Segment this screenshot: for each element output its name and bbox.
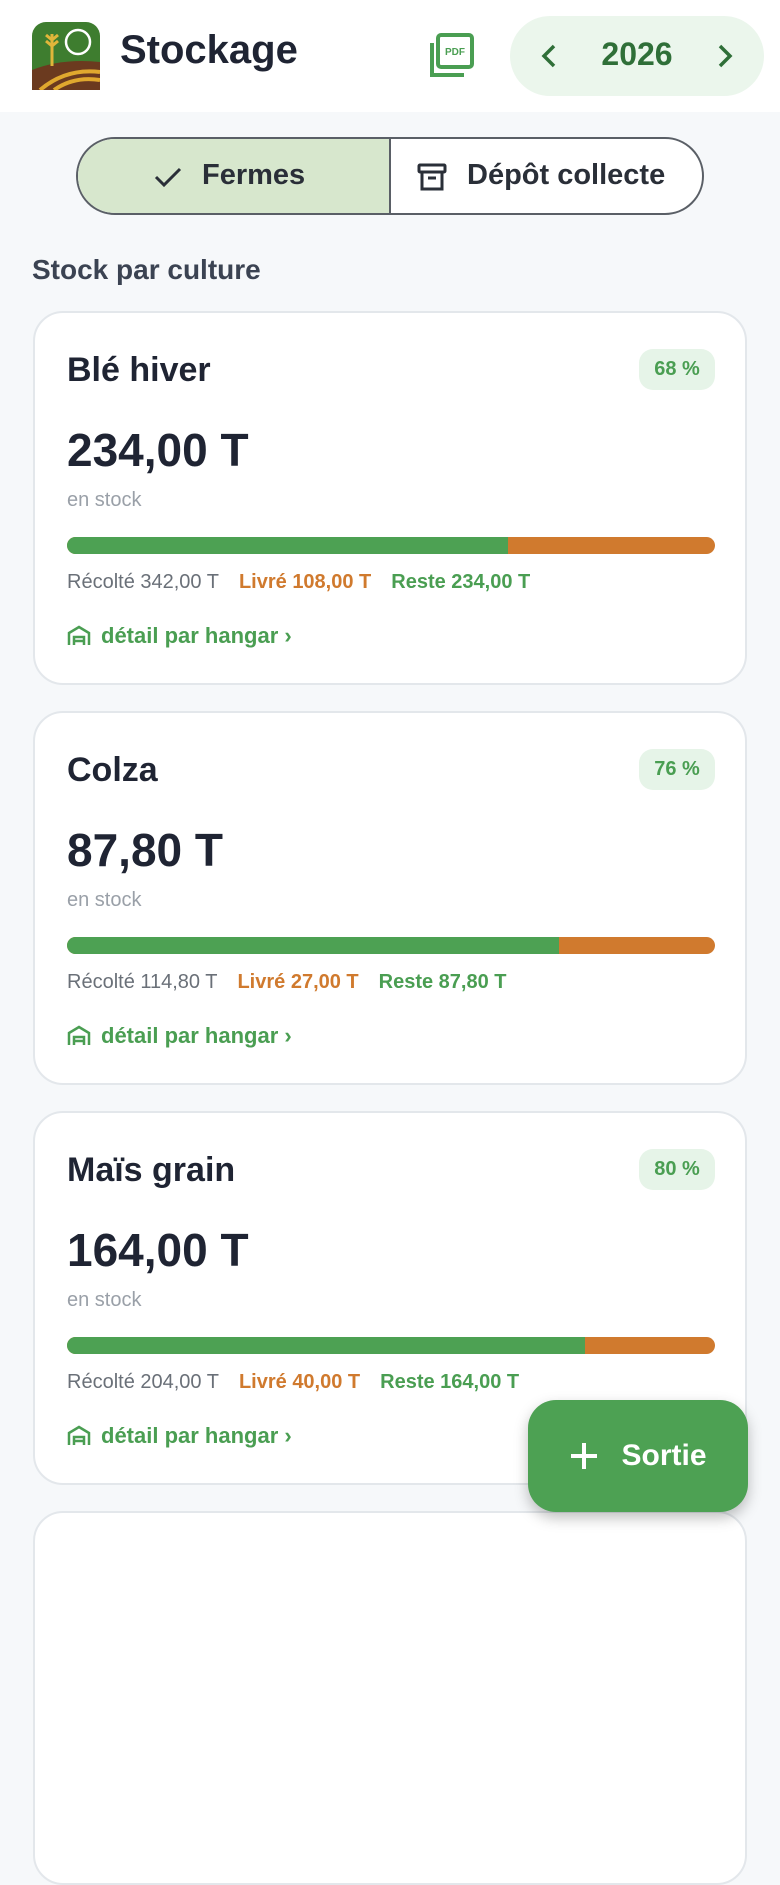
progress-fill [67, 937, 560, 954]
button-label: Sortie [621, 1439, 707, 1472]
warehouse-link[interactable]: détail par hangar › [67, 1423, 292, 1449]
warehouse-icon [67, 1025, 91, 1045]
percent-badge: 68 % [639, 349, 715, 390]
tab-label: Fermes [202, 159, 306, 191]
link-label: détail par hangar › [101, 1423, 292, 1448]
check-icon [154, 167, 182, 188]
card: Blé hiver 68 % 234,00 T en stock Récolté 342… [33, 311, 747, 685]
stock-amount: 164,00 T [67, 1224, 249, 1276]
year-selector: 2026 [510, 16, 764, 96]
tab-farms[interactable]: Fermes [78, 139, 391, 213]
warehouse-link[interactable]: détail par hangar › [67, 1023, 292, 1049]
plus-icon [571, 1443, 598, 1469]
tab-depot[interactable]: Dépôt collecte [393, 139, 702, 213]
stats: Récolté 114,80 T Livré 27,00 T Reste 87,80… [67, 971, 527, 994]
stats: Récolté 204,00 T Livré 40,00 T Reste 164,0… [67, 1371, 539, 1394]
next-year[interactable] [710, 42, 738, 70]
remaining: Reste 164,00 T [380, 1371, 520, 1393]
header: Stockage PDF 2026 [0, 0, 780, 112]
svg-text:PDF: PDF [445, 47, 465, 58]
link-label: détail par hangar › [101, 1023, 292, 1048]
card [33, 1511, 747, 1885]
year: 2026 [601, 36, 673, 72]
harvested: Récolté 342,00 T [67, 571, 219, 593]
stats: Récolté 342,00 T Livré 108,00 T Reste 234,… [67, 571, 550, 594]
section-title: Stock par culture [32, 254, 261, 285]
stock-label: en stock [67, 489, 142, 511]
remaining: Reste 87,80 T [378, 971, 507, 993]
warehouse-link[interactable]: détail par hangar › [67, 623, 292, 649]
link-label: détail par hangar › [101, 623, 292, 648]
crop-name: Blé hiver [67, 351, 211, 389]
pdf-button[interactable]: PDF [428, 33, 476, 79]
page-title: Stockage [120, 28, 298, 72]
crop-name: Maïs grain [67, 1151, 236, 1189]
delivered: Livré 108,00 T [238, 571, 372, 593]
delivered: Livré 27,00 T [237, 971, 359, 993]
tab-label: Dépôt collecte [467, 159, 666, 191]
archive-icon [417, 163, 447, 191]
delivered: Livré 40,00 T [238, 1371, 361, 1393]
stock-label: en stock [67, 889, 142, 911]
percent-badge: 80 % [639, 1149, 715, 1190]
progress-fill [67, 1337, 586, 1354]
app-logo [32, 22, 100, 90]
progress-bar [67, 1337, 715, 1354]
progress-fill [67, 537, 508, 554]
warehouse-icon [67, 625, 91, 645]
harvested: Récolté 204,00 T [67, 1371, 219, 1393]
stock-amount: 87,80 T [67, 824, 223, 876]
card: Colza 76 % 87,80 T en stock Récolté 114,80 T… [33, 711, 747, 1085]
stock-label: en stock [67, 1289, 142, 1311]
remaining: Reste 234,00 T [391, 571, 531, 593]
harvested: Récolté 114,80 T [67, 971, 218, 993]
warehouse-icon [67, 1425, 91, 1445]
progress-bar [67, 537, 715, 554]
stock-amount: 234,00 T [67, 424, 249, 476]
prev-year[interactable] [536, 42, 564, 70]
progress-bar [67, 937, 715, 954]
crop-name: Colza [67, 751, 158, 789]
exit-button[interactable]: Sortie [528, 1400, 748, 1512]
tab-switch: Fermes Dépôt collecte [76, 137, 704, 215]
percent-badge: 76 % [639, 749, 715, 790]
